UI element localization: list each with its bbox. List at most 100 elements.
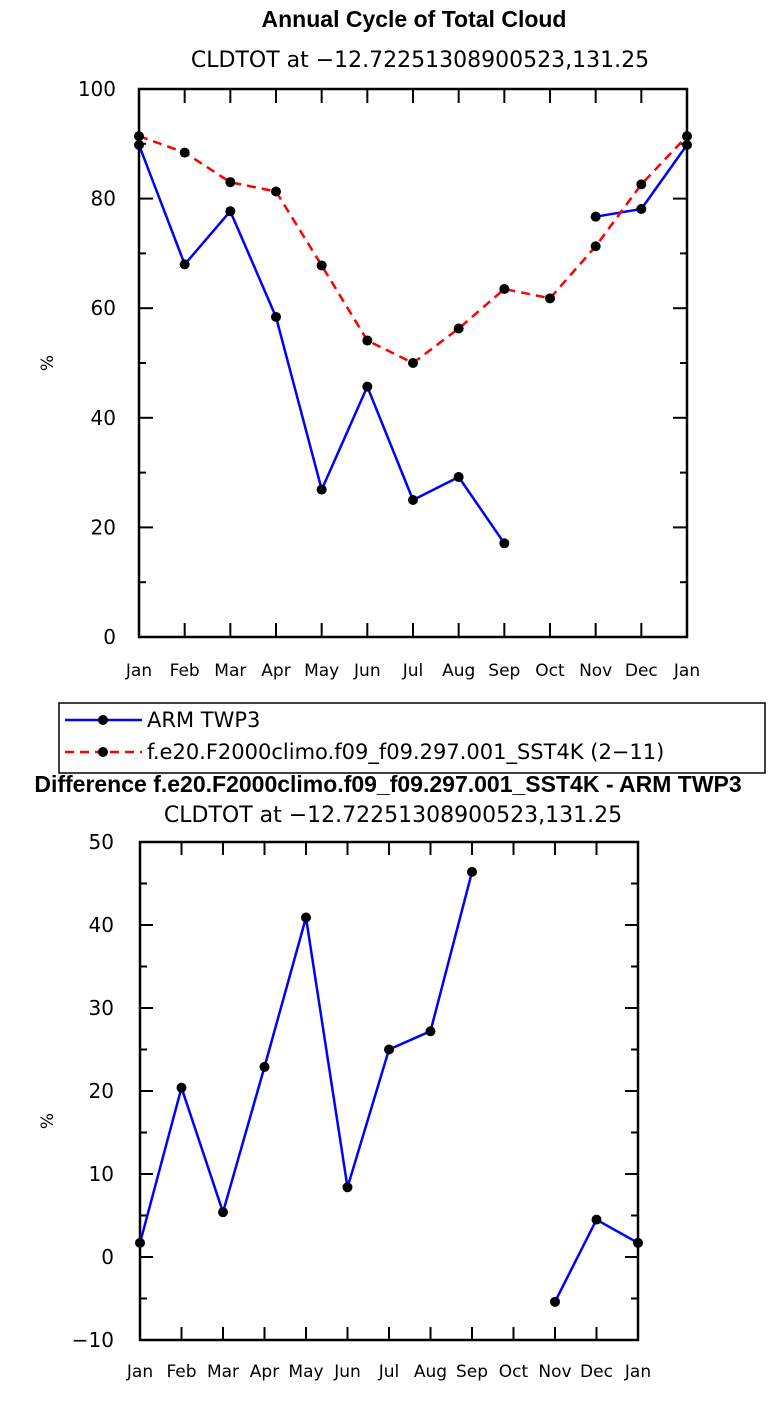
chart1-series-1-point: [134, 131, 144, 142]
chart1-series-1-point: [316, 260, 327, 271]
chart2-series-0-point: [259, 1061, 270, 1072]
chart2-xtick-label: Oct: [499, 1362, 529, 1382]
chart1-series-1-point: [590, 241, 601, 252]
chart2-xtick-label: Jul: [378, 1362, 400, 1382]
chart1-series-1-point: [271, 186, 281, 197]
difference-chart: Difference f.e20.F2000climo.f09_f09.297.…: [34, 771, 741, 1382]
chart1-series-0-point: [362, 381, 373, 392]
chart2-xtick-label: Jun: [333, 1362, 361, 1382]
chart1-xtick-label: May: [304, 661, 339, 681]
chart1-series-1-point: [225, 177, 236, 188]
chart1-ytick-label: 80: [91, 187, 116, 211]
chart2-series-0-point: [342, 1182, 353, 1193]
chart1-series-1-point: [179, 147, 190, 158]
chart1-xtick-label: Mar: [214, 661, 246, 681]
chart2-xtick-label: Jan: [624, 1362, 651, 1382]
chart1-series-0-point: [682, 139, 692, 150]
chart1-ytick-label: 20: [91, 515, 116, 539]
chart2-series-0-point: [301, 912, 311, 923]
chart1-series: [134, 131, 692, 549]
chart1-series-0-point: [636, 204, 647, 215]
chart2-ticks: −10 0 10 20 30 40 50 Jan Feb Mar Apr May Jun Jul Aug Se…: [72, 830, 651, 1382]
chart2-series: [135, 866, 643, 1307]
chart1-series-1-point: [499, 284, 510, 295]
chart2-xtick-label: Dec: [580, 1362, 613, 1382]
chart2-series-line-0: [138, 871, 474, 1244]
chart2-series-line-0: [553, 1218, 639, 1303]
chart1-xtick-label: Jan: [673, 661, 700, 681]
chart2-ytick-label: 20: [89, 1079, 114, 1103]
chart1-series-0-point: [225, 206, 236, 217]
chart1-series-line-0: [137, 144, 506, 545]
chart2-series-0-point: [135, 1237, 145, 1248]
chart2-ytick-label: 0: [101, 1245, 114, 1269]
chart1-xtick-label: Jun: [353, 661, 381, 681]
chart1-series-1-point: [636, 179, 647, 190]
chart1-xtick-label: Nov: [579, 661, 612, 681]
chart1-series-line-1: [138, 134, 688, 365]
chart1-series-1-point: [545, 293, 555, 304]
legend-box: [58, 702, 766, 774]
chart2-subtitle: CLDTOT at −12.72251308900523,131.25: [164, 803, 622, 828]
chart1-ytick-label: 60: [91, 296, 116, 320]
chart1-ytick-label: 100: [78, 77, 116, 101]
annual-cycle-chart: Annual Cycle of Total Cloud CLDTOT at −1…: [38, 6, 700, 681]
chart2-series-0-point: [591, 1214, 602, 1225]
chart1-series-0-point: [408, 495, 418, 505]
legend-swatch-arm-marker: [98, 715, 108, 725]
chart1-series-1-point: [682, 131, 692, 142]
chart1-subtitle: CLDTOT at −12.72251308900523,131.25: [191, 48, 649, 73]
chart1-series-0-point: [179, 259, 190, 270]
legend-entry-arm: ARM TWP3: [147, 708, 260, 732]
chart1-series-0-point: [316, 484, 327, 495]
chart2-y-label: %: [38, 1113, 58, 1129]
chart1-series-0-point: [453, 471, 464, 482]
chart2-xtick-label: Aug: [414, 1362, 447, 1382]
chart1-ytick-label: 0: [103, 625, 116, 649]
chart1-legend: ARM TWP3 f.e20.F2000climo.f09_f09.297.00…: [58, 702, 766, 774]
chart2-series-0-point: [384, 1044, 394, 1055]
chart2-series-0-point: [176, 1082, 187, 1093]
chart1-xtick-label: Aug: [442, 661, 475, 681]
chart1-series-0-point: [590, 211, 601, 222]
chart2-series-0-point: [218, 1207, 228, 1218]
chart1-xtick-label: Dec: [625, 661, 658, 681]
chart2-title: Difference f.e20.F2000climo.f09_f09.297.…: [34, 771, 741, 797]
chart2-series-0-point: [425, 1026, 436, 1037]
chart2-series-0-point: [467, 866, 477, 877]
chart1-series-0-point: [271, 311, 281, 322]
chart2-ytick-label: 30: [89, 996, 114, 1020]
chart1-series-1-point: [362, 335, 373, 346]
chart1-xtick-label: Apr: [261, 661, 290, 681]
chart2-xtick-label: Feb: [166, 1362, 196, 1382]
chart2-xtick-label: Sep: [456, 1362, 488, 1382]
chart2-ytick-label: −10: [72, 1328, 114, 1352]
chart1-series-0-point: [499, 538, 510, 549]
chart1-xtick-label: Oct: [535, 661, 565, 681]
chart1-ticks: 0 20 40 60 80 100 Jan Feb Mar Apr May Jun Jul Aug Sep O…: [78, 77, 700, 681]
chart1-series-1-point: [408, 358, 418, 368]
chart2-xtick-label: Apr: [250, 1362, 279, 1382]
chart1-series-0-point: [134, 139, 144, 150]
chart2-ytick-label: 10: [89, 1162, 114, 1186]
chart2-series-0-point: [550, 1296, 560, 1307]
chart1-series-1-point: [453, 323, 464, 334]
chart1-xtick-label: Jul: [402, 661, 424, 681]
chart2-plot-frame: [138, 840, 640, 1342]
chart1-title: Annual Cycle of Total Cloud: [262, 6, 567, 32]
legend-entry-model: f.e20.F2000climo.f09_f09.297.001_SST4K (…: [147, 740, 664, 765]
chart1-y-label: %: [38, 355, 58, 371]
chart1-xtick-label: Sep: [488, 661, 520, 681]
chart1-xtick-label: Feb: [170, 661, 200, 681]
chart2-ytick-label: 50: [89, 830, 114, 854]
chart2-xtick-label: May: [288, 1362, 323, 1382]
chart1-xtick-label: Jan: [125, 661, 152, 681]
chart2-series-0-point: [633, 1237, 643, 1248]
legend-swatch-model-marker: [98, 747, 108, 757]
chart2-xtick-label: Nov: [538, 1362, 571, 1382]
chart2-xtick-label: Jan: [126, 1362, 153, 1382]
chart1-ytick-label: 40: [91, 406, 116, 430]
chart2-xtick-label: Mar: [207, 1362, 239, 1382]
chart2-ytick-label: 40: [89, 913, 114, 937]
